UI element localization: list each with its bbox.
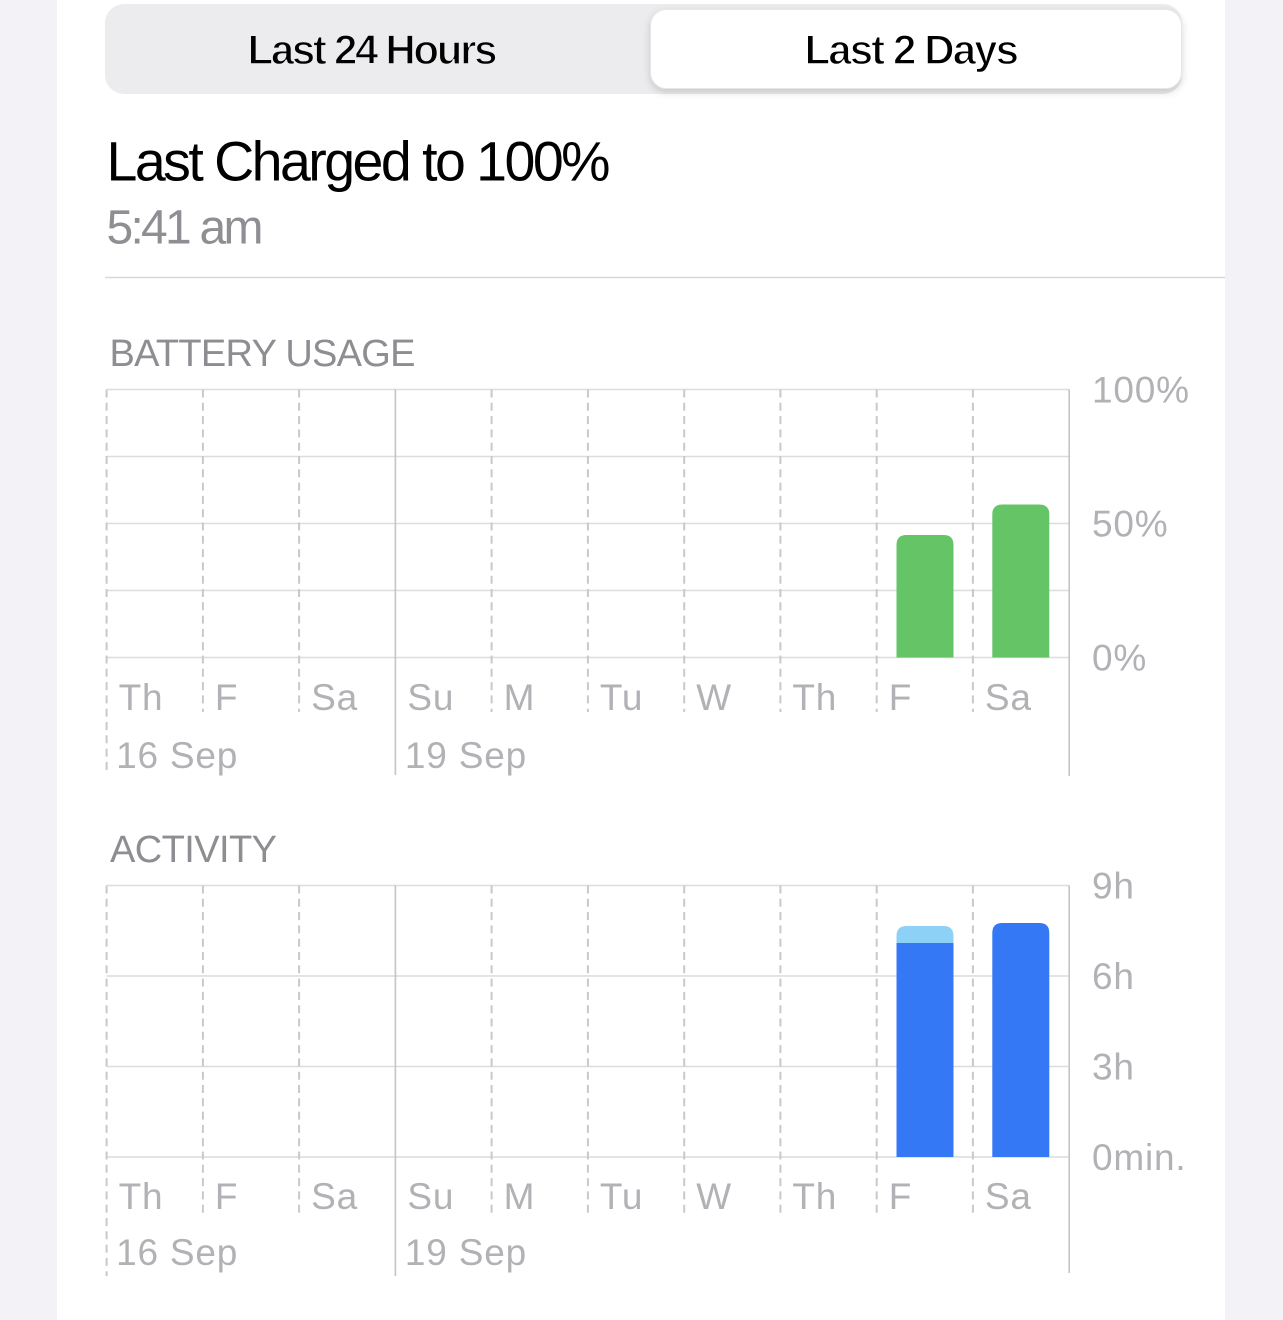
svg-text:5:41 am: 5:41 am bbox=[107, 202, 264, 255]
svg-text:Th: Th bbox=[119, 677, 164, 718]
svg-text:Sa: Sa bbox=[985, 677, 1032, 718]
svg-text:9h: 9h bbox=[1092, 866, 1135, 907]
svg-text:Th: Th bbox=[119, 1176, 164, 1217]
svg-text:Su: Su bbox=[407, 1176, 454, 1217]
svg-text:M: M bbox=[504, 1176, 536, 1217]
svg-text:Last 24 Hours: Last 24 Hours bbox=[248, 26, 498, 73]
svg-text:F: F bbox=[889, 1176, 912, 1217]
svg-text:Last 2 Days: Last 2 Days bbox=[805, 26, 1020, 73]
svg-text:F: F bbox=[889, 677, 912, 718]
svg-text:6h: 6h bbox=[1092, 956, 1135, 997]
svg-text:19 Sep: 19 Sep bbox=[405, 735, 527, 776]
svg-text:3h: 3h bbox=[1092, 1047, 1135, 1088]
svg-text:Su: Su bbox=[407, 677, 454, 718]
svg-text:16 Sep: 16 Sep bbox=[116, 735, 238, 776]
svg-text:Sa: Sa bbox=[311, 1176, 358, 1217]
svg-text:19 Sep: 19 Sep bbox=[405, 1232, 527, 1273]
svg-text:W: W bbox=[696, 677, 732, 718]
svg-text:Tu: Tu bbox=[600, 677, 643, 718]
svg-text:Tu: Tu bbox=[600, 1176, 643, 1217]
svg-text:Sa: Sa bbox=[985, 1176, 1032, 1217]
svg-text:Sa: Sa bbox=[311, 677, 358, 718]
svg-text:BATTERY USAGE: BATTERY USAGE bbox=[110, 333, 416, 375]
svg-text:M: M bbox=[504, 677, 536, 718]
svg-text:0min.: 0min. bbox=[1092, 1137, 1186, 1178]
svg-text:ACTIVITY: ACTIVITY bbox=[110, 829, 277, 871]
svg-text:Th: Th bbox=[792, 677, 837, 718]
svg-text:Th: Th bbox=[792, 1176, 837, 1217]
svg-text:Last Charged to 100%: Last Charged to 100% bbox=[107, 131, 611, 193]
svg-text:W: W bbox=[696, 1176, 732, 1217]
svg-text:F: F bbox=[215, 677, 238, 718]
svg-text:0%: 0% bbox=[1092, 638, 1147, 679]
svg-text:50%: 50% bbox=[1092, 504, 1168, 545]
svg-text:100%: 100% bbox=[1092, 370, 1190, 411]
svg-text:16 Sep: 16 Sep bbox=[116, 1232, 238, 1273]
svg-text:F: F bbox=[215, 1176, 238, 1217]
